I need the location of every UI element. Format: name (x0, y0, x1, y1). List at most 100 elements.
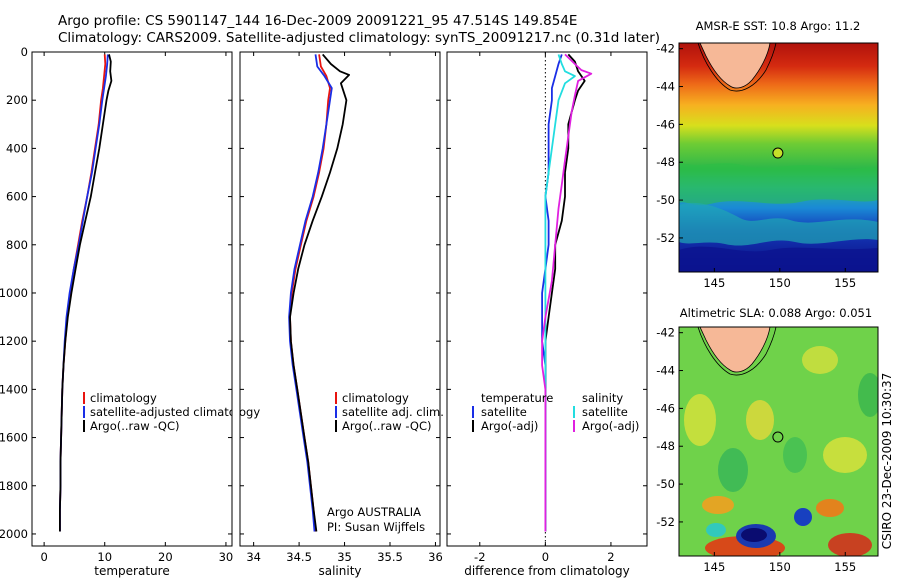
map-y-tick-label: -46 (656, 117, 675, 131)
temperature-plot: 0 10 20 30 0 200 400 600 800 1000 1200 1400 1600 1800… (0, 45, 233, 564)
tasmania-land (699, 327, 771, 373)
legend-header-temperature: temperature (481, 391, 553, 405)
sst-map-title: AMSR-E SST: 10.8 Argo: 11.2 (696, 19, 861, 33)
sla-orange-blob (816, 499, 844, 517)
x-tick-label: 34.5 (286, 550, 312, 564)
y-tick-label: 1000 (0, 286, 28, 300)
legend-label-argo: Argo(..raw -QC) (90, 419, 180, 433)
difference-xlabel: difference from climatology (464, 564, 630, 578)
sst-map-axes: 145 150 155 -42 -44 -46 -48 -50 -52 (656, 42, 856, 290)
salinity-xlabel: salinity (318, 564, 361, 578)
map-x-tick-label: 145 (703, 560, 725, 574)
map-y-tick-label: -44 (656, 364, 675, 378)
map-x-tick-label: 150 (769, 560, 791, 574)
legend-label-satellite: satellite-adjusted climatology (90, 405, 260, 419)
y-tick-label: 400 (6, 141, 28, 155)
sst-map (679, 43, 878, 272)
legend-label-temp-satellite: satellite (481, 405, 527, 419)
map-x-tick-label: 155 (834, 276, 856, 290)
map-y-tick-label: -48 (656, 155, 675, 169)
map-y-tick-label: -42 (656, 42, 675, 56)
argo-float-position-marker (772, 431, 784, 443)
legend-header-salinity: salinity (582, 391, 623, 405)
argo-float-position-marker (772, 147, 784, 159)
map-y-tick-label: -52 (656, 515, 675, 529)
legend-label-argo: Argo(..raw -QC) (342, 419, 432, 433)
map-y-tick-label: -50 (656, 477, 675, 491)
legend-label-climatology: climatology (342, 391, 409, 405)
sla-yellow-blob (746, 400, 774, 440)
temperature-legend-cover (232, 390, 240, 435)
difference-plot: -2 0 2 (447, 51, 647, 564)
y-tick-label: 1800 (0, 479, 28, 493)
series-line-argo-raw-qc (59, 54, 113, 532)
y-tick-label: 1200 (0, 334, 28, 348)
tasmania-land (699, 43, 771, 89)
sla-green-blob (783, 437, 807, 473)
sla-yellow-blob (802, 346, 838, 374)
figure-title-line2: Climatology: CARS2009. Satellite-adjuste… (58, 30, 660, 46)
sla-yellow-blob (823, 437, 867, 473)
sla-map-frame (678, 326, 879, 557)
figure-title-line1: Argo profile: CS 5901147_144 16-Dec-2009… (58, 13, 577, 29)
x-tick-label: 35.5 (377, 550, 403, 564)
x-tick-label: 30 (219, 550, 234, 564)
map-y-tick-label: -48 (656, 439, 675, 453)
sla-blue-eddy-core (741, 528, 767, 542)
tasmania-contour (697, 327, 777, 376)
sla-cyan-eddy (706, 523, 726, 537)
csiro-timestamp: CSIRO 23-Dec-2009 10:30:37 (880, 373, 894, 550)
sla-red-blob (828, 533, 872, 556)
legend-label-sal-argo: Argo(-adj) (582, 419, 639, 433)
map-y-tick-label: -42 (656, 326, 675, 340)
x-tick-label: -2 (474, 550, 485, 564)
sla-green-blob (718, 448, 748, 492)
x-tick-label: 10 (97, 550, 112, 564)
x-tick-label: 34 (246, 550, 261, 564)
sla-map (679, 327, 878, 556)
salinity-legend: climatology satellite adj. clim. Argo(..… (327, 391, 444, 534)
temperature-legend: climatology satellite-adjusted climatolo… (83, 391, 260, 433)
y-tick-label: 0 (21, 45, 28, 59)
sla-orange-blob (702, 496, 734, 514)
sla-map-axes: 145 150 155 -42 -44 -46 -48 -50 -52 (656, 326, 856, 574)
temperature-xlabel: temperature (94, 564, 169, 578)
sla-yellow-blob (684, 394, 716, 446)
map-y-tick-label: -44 (656, 80, 675, 94)
y-tick-label: 2000 (0, 527, 28, 541)
x-tick-label: 35 (337, 550, 352, 564)
map-y-tick-label: -50 (656, 193, 675, 207)
annotation-pi: PI: Susan Wijffels (327, 520, 425, 534)
x-tick-label: 0 (542, 550, 549, 564)
y-tick-label: 200 (6, 93, 28, 107)
salinity-plot: 34 34.5 35 35.5 36 (240, 51, 443, 564)
map-x-tick-label: 155 (834, 560, 856, 574)
x-tick-label: 36 (428, 550, 443, 564)
sla-green-blob (858, 373, 878, 417)
y-tick-label: 1400 (0, 382, 28, 396)
y-tick-label: 600 (6, 190, 28, 204)
map-y-tick-label: -52 (656, 231, 675, 245)
legend-label-satellite: satellite adj. clim. (342, 405, 444, 419)
sla-map-title: Altimetric SLA: 0.088 Argo: 0.051 (680, 306, 872, 320)
sst-deep-blue-patch (679, 246, 878, 272)
temperature-panel-frame (31, 51, 233, 547)
map-x-tick-label: 145 (703, 276, 725, 290)
map-y-tick-label: -46 (656, 401, 675, 415)
map-x-tick-label: 150 (769, 276, 791, 290)
sla-blue-eddy (794, 508, 812, 526)
sst-cyan-tongue (679, 202, 878, 246)
y-tick-label: 800 (6, 238, 28, 252)
legend-label-temp-argo: Argo(-adj) (481, 419, 538, 433)
series-line-argo-raw-qc (289, 53, 350, 532)
legend-label-sal-satellite: satellite (582, 405, 628, 419)
x-tick-label: 0 (40, 550, 47, 564)
sst-green-band-edge (679, 162, 878, 206)
x-tick-label: 2 (607, 550, 614, 564)
difference-legend: temperature satellite Argo(-adj) salinit… (472, 391, 639, 433)
sst-map-frame (678, 42, 879, 273)
salinity-panel-frame (239, 51, 441, 547)
series-line-salinity-argo-adj (541, 53, 593, 532)
difference-panel-frame (446, 51, 648, 547)
